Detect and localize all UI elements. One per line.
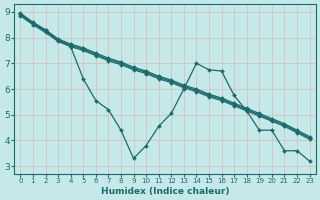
X-axis label: Humidex (Indice chaleur): Humidex (Indice chaleur) xyxy=(101,187,229,196)
